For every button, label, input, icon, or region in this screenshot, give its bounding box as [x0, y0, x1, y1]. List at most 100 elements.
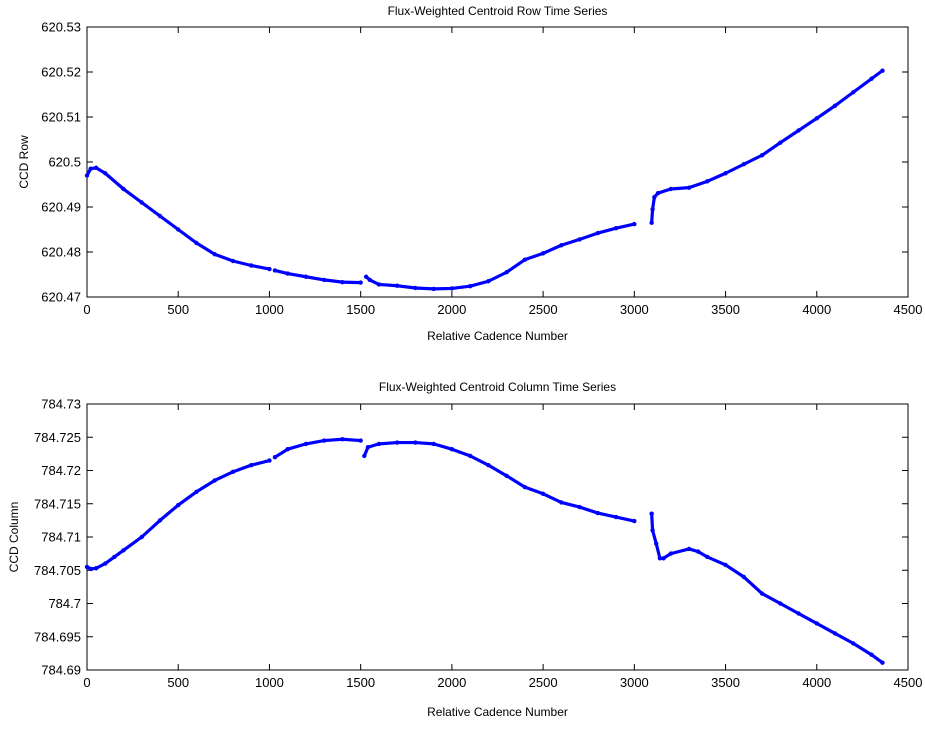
- y-tick-label: 784.715: [34, 496, 81, 511]
- y-tick-label: 620.5: [48, 155, 81, 170]
- data-point: [632, 221, 637, 227]
- data-point: [741, 574, 746, 580]
- y-tick-label: 784.705: [34, 563, 81, 578]
- data-point: [362, 453, 367, 459]
- data-point: [88, 166, 93, 171]
- data-point: [230, 258, 236, 264]
- data-point: [595, 230, 601, 236]
- data-point: [650, 207, 655, 212]
- data-point: [84, 564, 90, 570]
- data-point: [613, 514, 619, 520]
- data-point: [649, 220, 654, 225]
- data-point: [358, 280, 363, 285]
- data-point: [321, 277, 327, 283]
- data-point: [595, 510, 601, 516]
- x-tick-label: 4500: [894, 675, 923, 690]
- data-point: [103, 171, 108, 176]
- data-segment: [272, 437, 363, 460]
- data-point: [249, 263, 254, 268]
- data-point: [814, 621, 819, 626]
- data-point: [695, 549, 701, 554]
- data-point: [413, 285, 418, 291]
- data-point: [431, 441, 436, 447]
- data-point: [103, 561, 108, 566]
- data-segment: [649, 68, 885, 225]
- y-tick-label: 784.72: [41, 463, 81, 478]
- data-point: [759, 153, 765, 158]
- x-tick-label: 1000: [255, 302, 284, 317]
- data-point: [486, 279, 491, 284]
- data-point: [686, 546, 692, 552]
- data-point: [376, 282, 382, 287]
- x-tick-label: 3500: [711, 302, 740, 317]
- data-segment: [272, 268, 363, 285]
- data-point: [851, 90, 856, 95]
- x-tick-label: 2500: [529, 302, 558, 317]
- x-tick-label: 3500: [711, 675, 740, 690]
- y-tick-label: 620.51: [41, 110, 81, 125]
- data-segment: [649, 511, 885, 665]
- data-point: [285, 447, 290, 452]
- data-point: [157, 213, 163, 219]
- data-point: [321, 438, 327, 443]
- data-point: [249, 462, 254, 468]
- data-point: [363, 274, 369, 279]
- data-point: [796, 128, 801, 133]
- data-point: [194, 489, 199, 494]
- data-point: [657, 556, 663, 561]
- data-point: [668, 551, 674, 556]
- data-point: [796, 611, 801, 616]
- data-point: [504, 473, 509, 479]
- data-point: [303, 441, 309, 447]
- x-tick-label: 4500: [894, 302, 923, 317]
- data-point: [176, 227, 181, 232]
- axes-box: [86, 403, 909, 671]
- data-point: [121, 186, 126, 192]
- x-tick-label: 3000: [620, 302, 649, 317]
- data-point: [340, 437, 345, 442]
- data-line: [362, 440, 636, 523]
- x-tick-label: 500: [167, 675, 189, 690]
- data-point: [504, 270, 509, 275]
- y-axis-label: CCD Column: [7, 502, 21, 573]
- x-tick-label: 500: [167, 302, 189, 317]
- y-tick-label: 620.53: [41, 20, 81, 35]
- data-line: [650, 69, 885, 225]
- data-point: [832, 103, 838, 108]
- data-point: [540, 251, 546, 256]
- data-point: [267, 458, 272, 463]
- chart-panel-2: 0 500 1000 1500 2000 2500 3000 3500 4000 4500 784.…: [7, 380, 922, 719]
- data-point: [668, 186, 674, 192]
- y-tick-label: 620.47: [41, 290, 81, 305]
- data-point: [880, 660, 885, 665]
- data-segment: [84, 458, 272, 572]
- data-point: [655, 190, 661, 196]
- data-point: [650, 528, 655, 533]
- data-point: [267, 266, 272, 272]
- data-line: [650, 512, 885, 665]
- data-point: [139, 200, 144, 205]
- x-tick-label: 1000: [255, 675, 284, 690]
- x-tick-label: 2000: [437, 302, 466, 317]
- data-point: [613, 225, 619, 231]
- y-tick-label: 784.695: [34, 629, 81, 644]
- data-point: [358, 438, 363, 443]
- data-point: [869, 652, 874, 657]
- chart-title: Flux-Weighted Centroid Column Time Serie…: [379, 380, 616, 394]
- data-point: [212, 478, 217, 483]
- x-axis-label: Relative Cadence Number: [427, 705, 568, 719]
- data-point: [394, 283, 400, 288]
- data-point: [112, 554, 117, 560]
- data-point: [559, 243, 564, 248]
- data-segment: [362, 440, 637, 524]
- data-point: [365, 445, 371, 450]
- y-tick-label: 784.73: [41, 397, 81, 412]
- data-point: [413, 440, 418, 445]
- data-point: [654, 541, 659, 546]
- y-axis-label: CCD Row: [17, 135, 31, 189]
- x-tick-label: 3000: [620, 675, 649, 690]
- data-point: [84, 173, 90, 178]
- x-tick-label: 2000: [437, 675, 466, 690]
- data-point: [869, 76, 874, 81]
